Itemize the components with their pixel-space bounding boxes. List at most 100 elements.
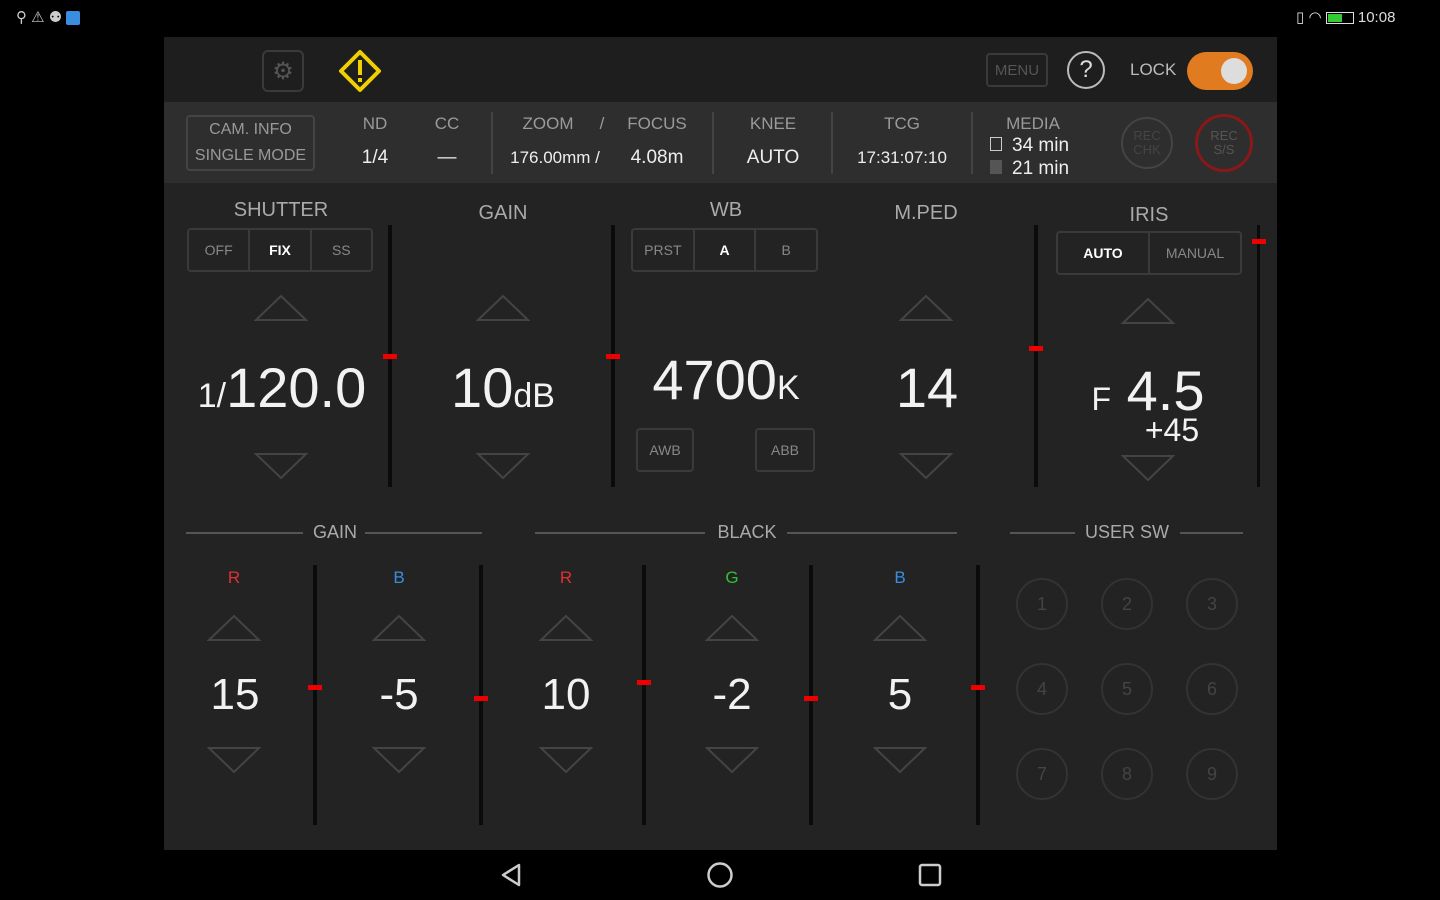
slider-thumb[interactable] — [606, 354, 620, 359]
wb-mode-a[interactable]: A — [695, 230, 757, 270]
black-r-label: R — [559, 568, 573, 587]
shutter-value: 1/120.0 — [198, 355, 367, 420]
slider-thumb[interactable] — [637, 680, 651, 685]
user-switch-2[interactable]: 2 — [1101, 578, 1153, 630]
wb-number: 4700 — [652, 348, 777, 411]
iris-prefix: F — [1091, 381, 1112, 417]
wb-mode-prst[interactable]: PRST — [633, 230, 695, 270]
slider-thumb[interactable] — [1029, 346, 1043, 352]
back-icon[interactable] — [498, 862, 524, 888]
gain-slider[interactable] — [606, 225, 620, 487]
mped-down-arrow-icon[interactable] — [899, 451, 953, 481]
home-icon[interactable] — [706, 861, 734, 889]
shutter-slider[interactable] — [383, 225, 397, 487]
user-sw-title: USER SW — [1084, 522, 1170, 542]
gain-b-label: B — [393, 568, 405, 587]
iris-down-arrow-icon[interactable] — [1121, 453, 1175, 483]
rgb-down-arrow-icon[interactable] — [705, 745, 759, 775]
iris-title: IRIS — [1129, 204, 1169, 226]
cam-info-button[interactable]: CAM. INFO SINGLE MODE — [186, 115, 315, 171]
mped-slider[interactable] — [1029, 225, 1043, 487]
iris-up-arrow-icon[interactable] — [1121, 296, 1175, 326]
shutter-mode-ss[interactable]: SS — [331, 242, 351, 258]
slider-thumb[interactable] — [804, 695, 818, 701]
rgb-slider[interactable] — [308, 565, 322, 825]
abb-button[interactable]: ABB — [755, 428, 815, 472]
divider — [535, 532, 705, 534]
divider — [491, 112, 493, 174]
wb-title: WB — [709, 199, 743, 221]
user-switch-1[interactable]: 1 — [1016, 578, 1068, 630]
wb-mode-selector: PRST A B — [631, 228, 818, 272]
awb-button[interactable]: AWB — [636, 428, 694, 472]
rgb-down-arrow-icon[interactable] — [372, 745, 426, 775]
rgb-slider[interactable] — [971, 565, 985, 825]
rgb-down-arrow-icon[interactable] — [207, 745, 261, 775]
slider-thumb[interactable] — [308, 685, 322, 691]
shutter-mode-fix[interactable]: FIX — [250, 230, 312, 270]
slider-thumb[interactable] — [383, 354, 397, 359]
iris-mode-manual[interactable]: MANUAL — [1165, 245, 1225, 261]
divider — [186, 532, 303, 534]
rgb-up-arrow-icon[interactable] — [873, 613, 927, 643]
user-switch-4[interactable]: 4 — [1016, 663, 1068, 715]
user-switch-5[interactable]: 5 — [1101, 663, 1153, 715]
zoom-value: 176.00mm / — [510, 148, 600, 167]
iris-slider[interactable] — [1252, 225, 1266, 487]
rgb-up-arrow-icon[interactable] — [539, 613, 593, 643]
tcg-label: TCG — [884, 114, 920, 133]
mped-up-arrow-icon[interactable] — [899, 293, 953, 323]
rgb-up-arrow-icon[interactable] — [372, 613, 426, 643]
iris-fnumber: 4.5 — [1126, 359, 1205, 422]
media1-remaining: 34 min — [1012, 135, 1070, 156]
user-switch-7[interactable]: 7 — [1016, 748, 1068, 800]
rgb-slider[interactable] — [637, 565, 651, 825]
rgb-slider[interactable] — [474, 565, 488, 825]
shutter-speed: 120.0 — [226, 356, 367, 419]
wb-mode-b[interactable]: B — [781, 242, 791, 258]
top-toolbar — [164, 37, 1277, 102]
user-switch-3[interactable]: 3 — [1186, 578, 1238, 630]
rgb-up-arrow-icon[interactable] — [705, 613, 759, 643]
slider-thumb[interactable] — [474, 695, 488, 701]
shutter-down-arrow-icon[interactable] — [254, 451, 308, 481]
gain-down-arrow-icon[interactable] — [476, 451, 530, 481]
zoom-label: ZOOM — [522, 114, 574, 133]
cc-label: CC — [434, 114, 460, 133]
gain-number: 10 — [451, 356, 514, 419]
slider-thumb[interactable] — [971, 685, 985, 691]
location-icon: ⚲ — [16, 9, 27, 26]
lock-toggle[interactable] — [1187, 52, 1253, 90]
shutter-up-arrow-icon[interactable] — [254, 293, 308, 323]
rec-check-button[interactable]: REC CHK — [1121, 117, 1173, 169]
recents-icon[interactable] — [918, 863, 942, 887]
shutter-mode-off[interactable]: OFF — [189, 230, 251, 270]
slash: / — [599, 114, 605, 133]
shutter-prefix: 1/ — [197, 377, 227, 415]
user-switch-8[interactable]: 8 — [1101, 748, 1153, 800]
black-g-label: G — [725, 568, 739, 587]
user-switch-6[interactable]: 6 — [1186, 663, 1238, 715]
slider-thumb[interactable] — [1252, 238, 1266, 244]
rgb-slider[interactable] — [804, 565, 818, 825]
black-b-label: B — [894, 568, 906, 587]
user-switch-9[interactable]: 9 — [1186, 748, 1238, 800]
gain-value: 10dB — [451, 355, 555, 420]
warning-icon[interactable] — [338, 49, 382, 93]
rgb-down-arrow-icon[interactable] — [539, 745, 593, 775]
menu-button[interactable]: MENU — [986, 53, 1048, 87]
settings-button[interactable]: ⚙ — [262, 50, 304, 92]
divider — [712, 112, 714, 174]
rgb-up-arrow-icon[interactable] — [207, 613, 261, 643]
media2-remaining: 21 min — [1012, 158, 1070, 179]
rgb-down-arrow-icon[interactable] — [873, 745, 927, 775]
iris-mode-auto[interactable]: AUTO — [1058, 233, 1150, 273]
cc-value: — — [437, 147, 457, 168]
rec-start-stop-button[interactable]: REC S/S — [1195, 114, 1253, 172]
slot2-icon — [990, 160, 1002, 174]
battery-icon — [1325, 12, 1354, 25]
clock: 10:08 — [1357, 9, 1396, 26]
shutter-mode-selector: OFF FIX SS — [187, 228, 373, 272]
help-button[interactable]: ? — [1067, 51, 1105, 89]
gain-up-arrow-icon[interactable] — [476, 293, 530, 323]
